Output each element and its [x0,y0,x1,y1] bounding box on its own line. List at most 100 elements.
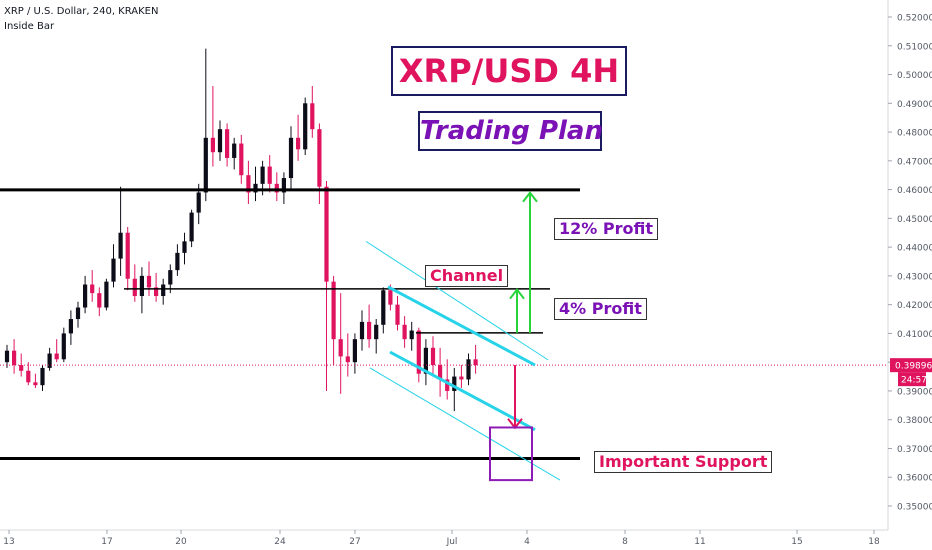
candle-body [33,382,38,386]
price-tick-label: 0.51000 [897,42,932,52]
candle [395,296,400,331]
candle [296,114,301,161]
candle [146,261,152,297]
candle-body [54,353,59,360]
candle-body [111,258,116,282]
time-tick-label: 27 [349,537,360,547]
candle-body [203,137,208,193]
time-tick-label: 8 [622,537,628,547]
candle [452,367,457,412]
candle-body [296,137,301,150]
candle [111,244,116,288]
profit-12-arrow-head [522,191,538,203]
target-zone-box [489,426,533,482]
profit-12-label: 12% Profit [554,218,658,240]
timer-label: 24:57 [901,376,927,386]
candle [33,373,38,389]
candle [203,48,208,202]
drawings-layer [0,188,888,482]
candle [352,333,357,374]
price-tick-label: 0.35000 [897,503,932,513]
candle-body [189,212,194,242]
candle [26,362,31,386]
price-tick-label: 0.52000 [897,14,932,24]
time-tick-label: 11 [694,537,705,547]
candle [367,304,372,348]
timer-badge [898,372,926,387]
time-tick-label: 4 [524,537,530,547]
candle-body [310,103,315,130]
candle [68,310,73,345]
candle-body [260,166,265,184]
candle [239,134,244,184]
time-tick-label: 17 [101,537,112,547]
candle-body [402,324,407,340]
candle-body [132,278,137,297]
candle [359,310,365,351]
price-tick-label: 0.47000 [897,157,932,167]
symbol-title: XRP / U.S. Dollar, 240, KRAKEN [4,6,159,17]
last-price-badge [890,358,932,373]
time-tick-label: 18 [868,537,880,547]
profit-4-label: 4% Profit [554,298,647,320]
channel-label: Channel [425,265,509,287]
candle-body [303,103,308,150]
profit-4-arrow [509,288,525,333]
support-label: Important Support [594,451,773,473]
price-tick-label: 0.46000 [897,186,932,196]
candle-body [374,324,379,340]
candle [118,186,123,276]
candle-body [423,347,428,374]
time-tick-label: 20 [175,537,187,547]
candle [97,287,102,317]
candle-body [139,275,144,297]
candle [40,365,45,391]
candle [90,270,95,302]
price-tick-label: 0.38000 [897,416,932,426]
candle-body [274,183,279,193]
candle [217,120,223,161]
candle-body [104,281,109,308]
time-tick-label: 13 [3,537,14,547]
candle [210,86,215,167]
candle-body [253,183,258,193]
candle-body [388,290,393,305]
candle [83,275,88,314]
candle [54,339,59,363]
candle [331,275,336,366]
channel-top-line [387,285,536,367]
candle-body [118,232,123,259]
profit-12-arrow [522,191,538,333]
candle [324,180,329,391]
candle-body [317,129,322,187]
candle [303,97,308,156]
candle [246,160,251,204]
candle [438,347,443,397]
channel-outer-bottom [369,367,561,481]
price-tick-label: 0.36000 [897,474,932,484]
candle [402,316,407,348]
candle [182,232,187,265]
time-tick-label: 15 [791,537,802,547]
candle-body [196,192,201,213]
candle [466,353,471,386]
candle [132,264,137,302]
candle-body [12,350,17,366]
indicator-label: Inside Bar [4,21,55,32]
candle-body [232,143,237,158]
candle-body [395,304,400,325]
candle-body [182,241,187,253]
candle-body [210,137,215,153]
trading-plan-label: Trading Plan [418,111,603,151]
candle-body [331,281,336,340]
price-tick-label: 0.44000 [897,244,932,254]
candle [125,226,130,291]
candle [281,172,286,204]
candle-body [175,252,180,271]
candle-body [338,339,343,357]
candle-body [168,270,173,285]
candle [47,347,52,371]
candle [274,172,279,202]
candle-body [68,319,73,334]
